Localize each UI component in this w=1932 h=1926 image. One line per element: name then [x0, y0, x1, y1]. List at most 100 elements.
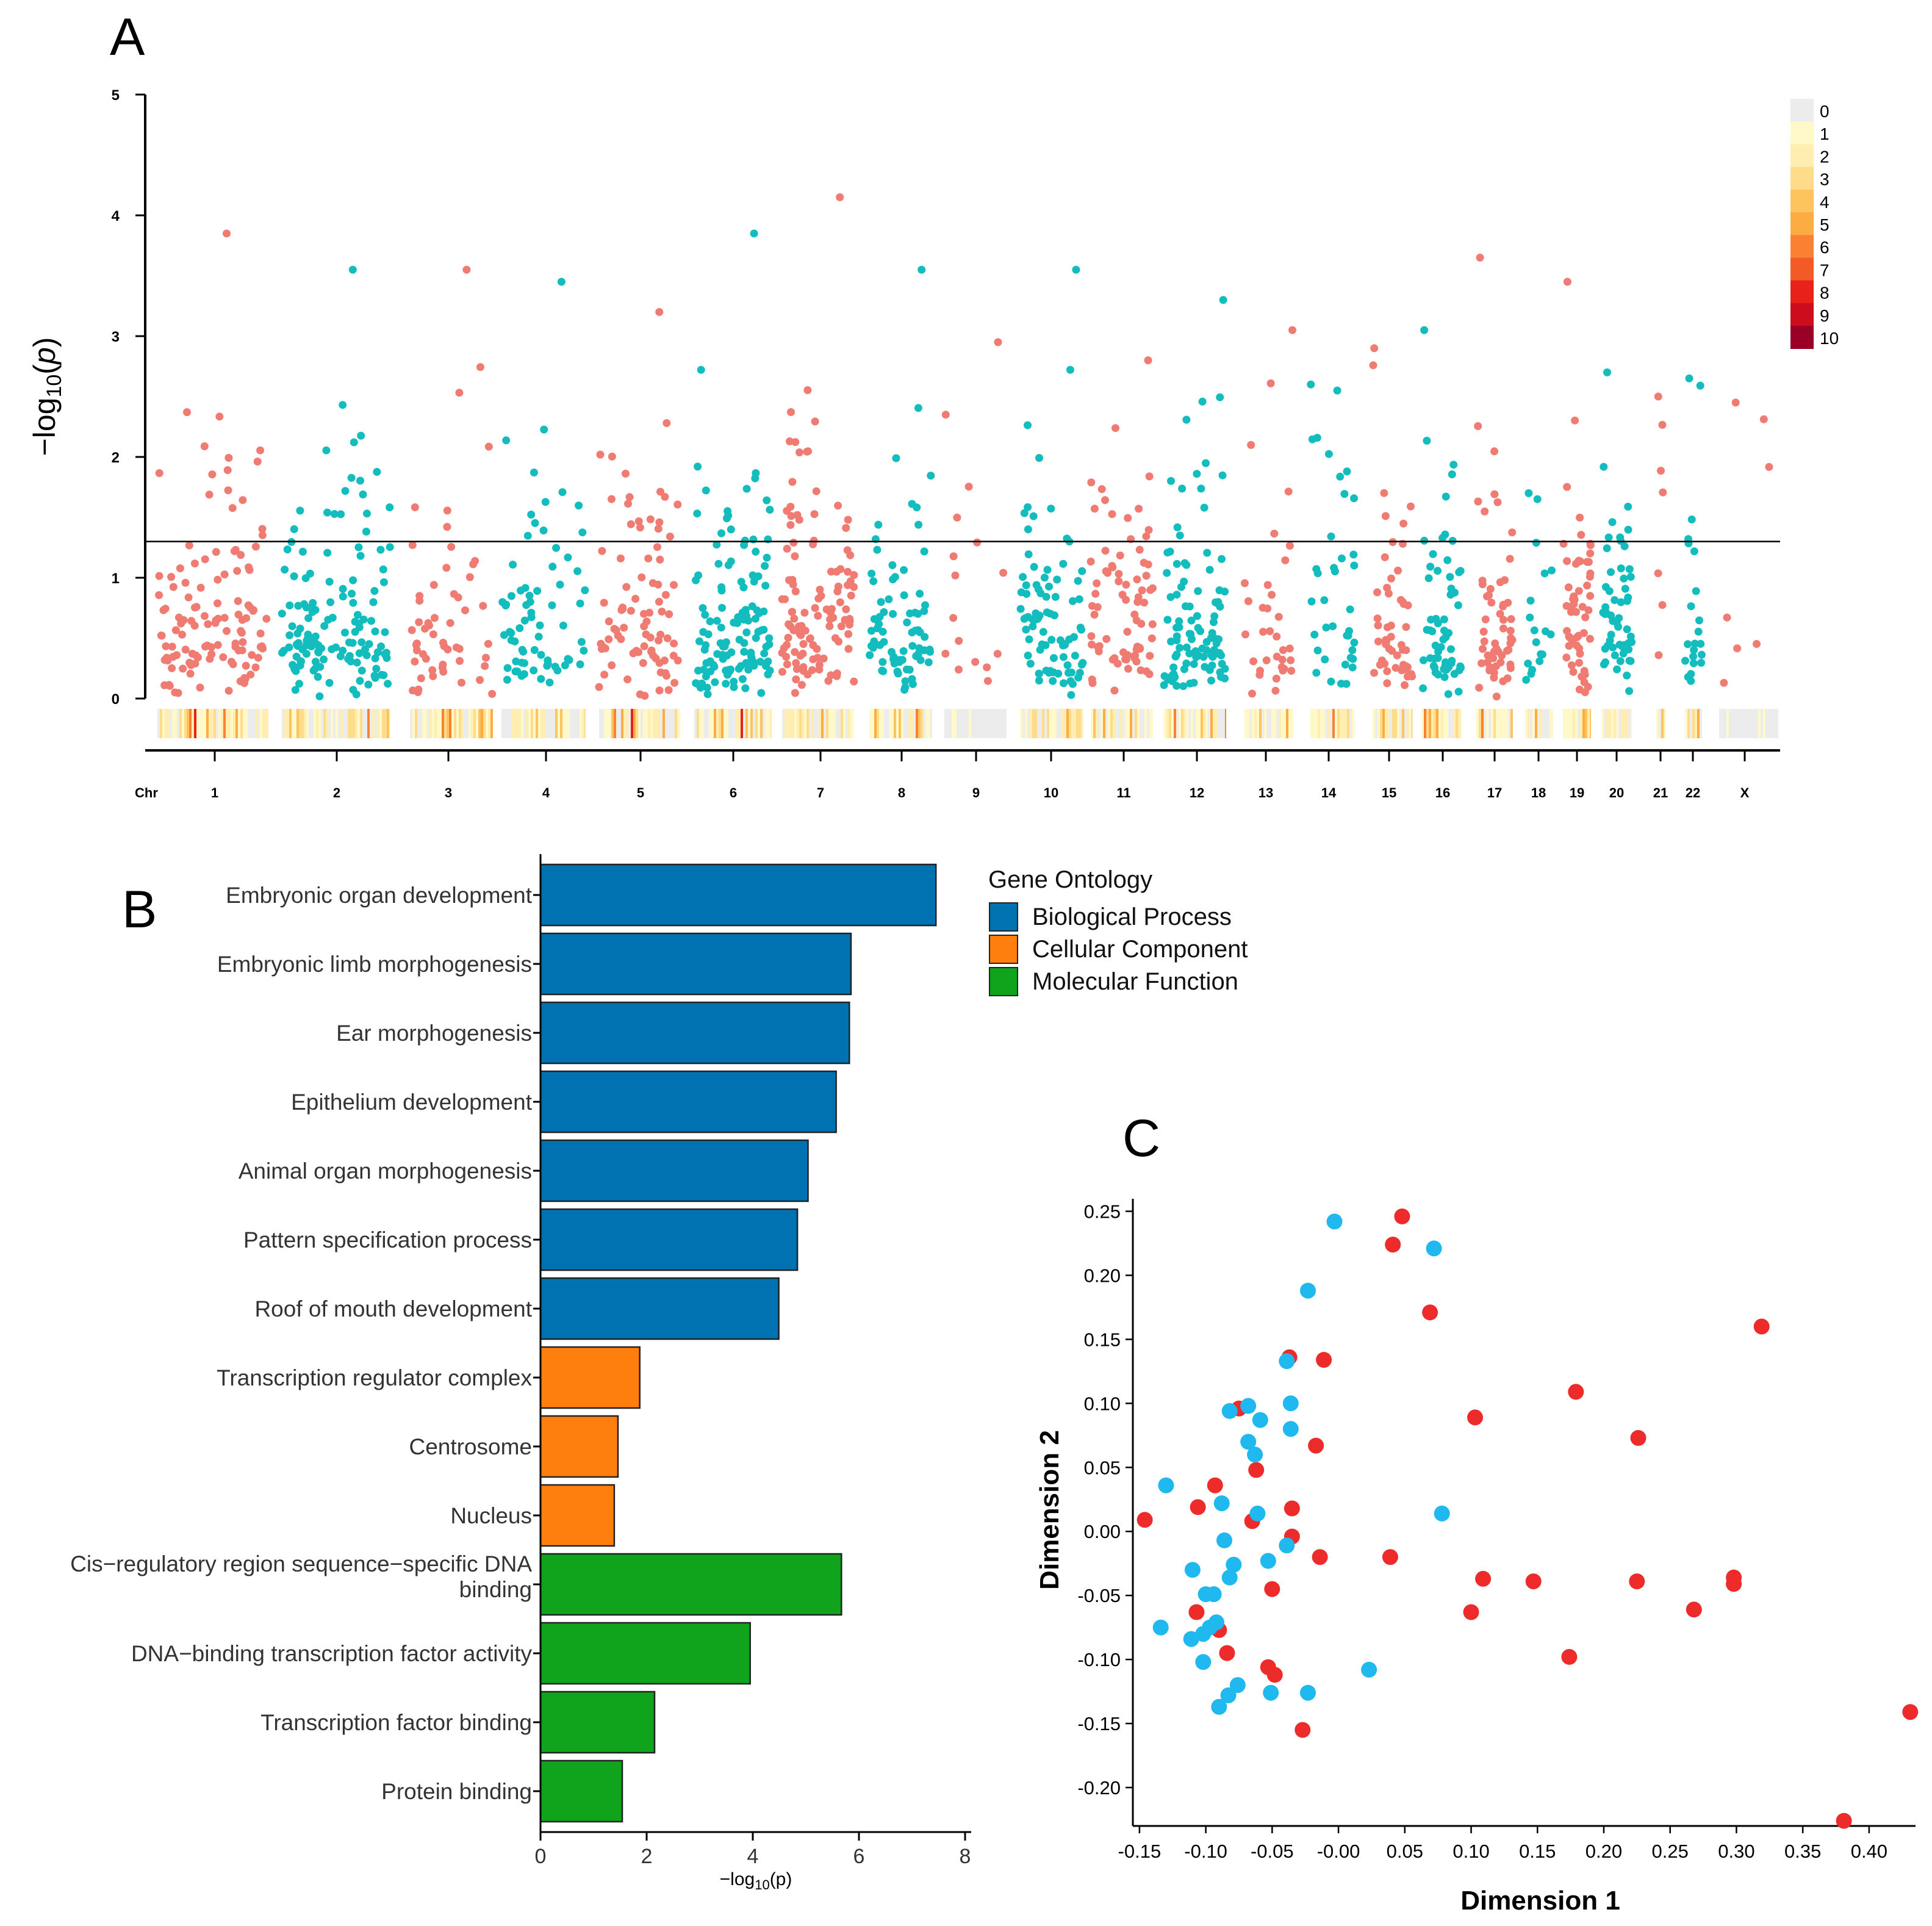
density-cell: [704, 709, 706, 738]
density-cell: [1734, 709, 1736, 738]
snp-point: [386, 543, 394, 552]
sample-point: [1300, 1684, 1316, 1701]
snp-point: [1263, 581, 1272, 589]
snp-point: [1420, 326, 1429, 334]
snp-point: [1481, 507, 1489, 516]
density-cell: [981, 709, 983, 738]
sample-point: [1205, 1586, 1222, 1603]
snp-point: [548, 562, 557, 571]
density-cell: [189, 709, 192, 738]
snp-point: [1285, 644, 1294, 653]
density-cell: [891, 709, 894, 738]
x-tick-label: 0.30: [1718, 1841, 1754, 1862]
density-cell: [504, 709, 506, 738]
density-cell: [501, 709, 504, 738]
snp-point: [693, 509, 702, 518]
density-cell: [1152, 709, 1153, 738]
sample-point: [1726, 1576, 1742, 1592]
snp-point: [1601, 658, 1609, 667]
density-cell: [545, 709, 548, 738]
snp-point: [1434, 619, 1442, 628]
snp-point: [1685, 374, 1693, 383]
snp-point: [169, 653, 178, 661]
snp-point: [482, 653, 490, 662]
snp-point: [1169, 663, 1178, 672]
density-cell: [1761, 709, 1763, 738]
snp-point: [1542, 627, 1550, 636]
snp-point: [622, 469, 630, 478]
density-cell: [1498, 709, 1501, 738]
density-cell: [1252, 709, 1254, 738]
snp-point: [766, 506, 774, 514]
snp-point: [179, 664, 187, 673]
snp-point: [1585, 634, 1594, 643]
snp-point: [786, 521, 795, 529]
density-cell: [604, 709, 606, 738]
density-cell: [309, 709, 311, 738]
density-cell: [488, 709, 490, 738]
snp-point: [1274, 613, 1283, 621]
snp-point: [1322, 623, 1330, 632]
density-cell: [1590, 709, 1591, 738]
density-cell: [996, 709, 998, 738]
density-cell: [1266, 709, 1269, 738]
x-tick-label: 8: [960, 1845, 971, 1868]
sample-point: [1184, 1562, 1201, 1578]
snp-point: [341, 628, 349, 637]
snp-point: [836, 598, 844, 606]
density-cell: [889, 709, 891, 738]
sample-point: [1221, 1569, 1238, 1586]
snp-point: [1024, 421, 1032, 429]
density-cell: [1281, 709, 1284, 738]
snp-point: [750, 577, 758, 586]
density-cell: [481, 709, 483, 738]
density-cell: [316, 709, 318, 738]
density-cell: [1264, 709, 1266, 738]
density-cell: [741, 709, 743, 738]
density-cell: [1335, 709, 1337, 738]
snp-point: [1247, 440, 1255, 449]
snp-point: [1110, 686, 1119, 695]
snp-point: [1454, 601, 1462, 609]
snp-point: [616, 554, 625, 562]
snp-point: [912, 652, 921, 660]
snp-point: [371, 674, 379, 682]
snp-point: [471, 557, 479, 565]
snp-point: [1690, 547, 1698, 556]
snp-point: [577, 638, 586, 646]
density-cell: [228, 709, 231, 738]
snp-point: [914, 609, 922, 618]
density-cell: [466, 709, 469, 738]
snp-point: [1197, 484, 1205, 493]
density-cell: [643, 709, 645, 738]
snp-point: [826, 615, 835, 623]
density-cell: [648, 709, 650, 738]
snp-point: [1043, 566, 1052, 574]
snp-point: [1032, 581, 1041, 589]
snp-point: [632, 647, 641, 655]
snp-point: [791, 587, 800, 595]
snp-point: [1570, 600, 1578, 608]
density-cell: [609, 709, 611, 738]
snp-point: [791, 648, 799, 656]
snp-point: [429, 672, 437, 680]
snp-point: [1581, 670, 1589, 679]
density-cell: [572, 709, 575, 738]
legend-label: 3: [1820, 170, 1830, 189]
snp-point: [1527, 669, 1535, 678]
snp-point: [455, 389, 464, 397]
snp-point: [983, 677, 992, 685]
snp-point: [1681, 656, 1689, 665]
snp-point: [1022, 581, 1030, 589]
density-cell: [331, 709, 333, 738]
density-cell: [755, 709, 758, 738]
snp-point: [278, 609, 286, 618]
snp-point: [502, 436, 511, 445]
snp-point: [564, 655, 572, 663]
density-cell: [1664, 709, 1665, 738]
snp-point: [1563, 483, 1571, 491]
snp-point: [484, 442, 493, 451]
snp-point: [509, 561, 517, 569]
snp-point: [1086, 558, 1095, 566]
snp-point: [1522, 675, 1531, 684]
